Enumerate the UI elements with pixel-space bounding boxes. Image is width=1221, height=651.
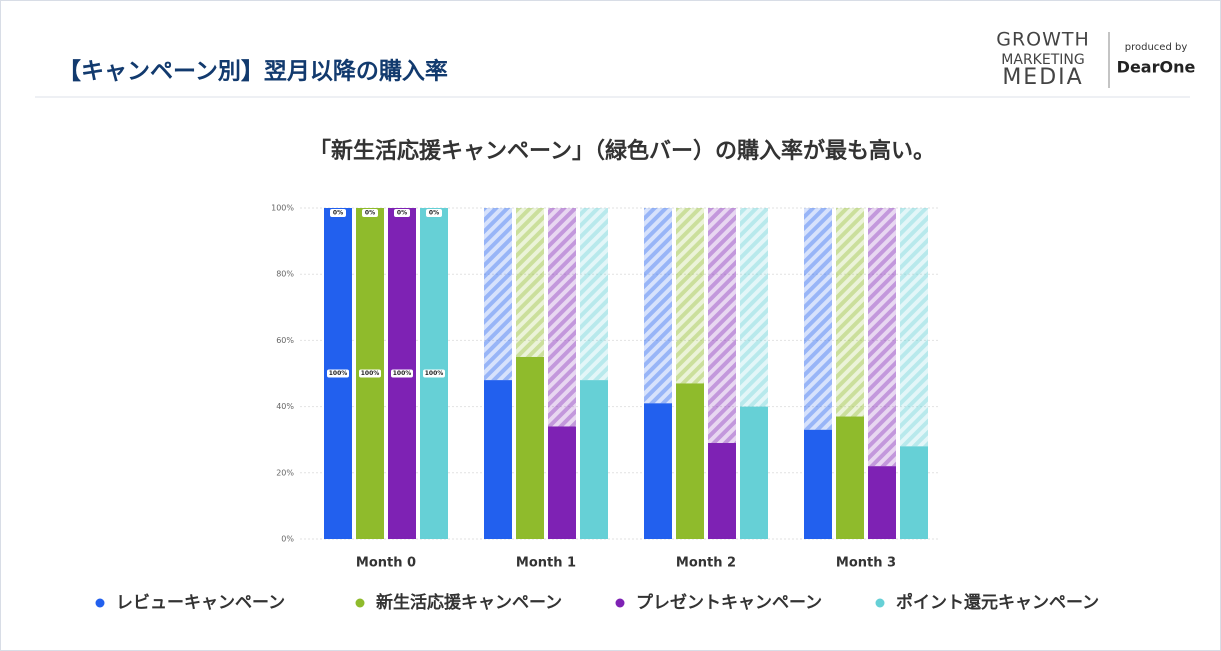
y-tick-label: 60% — [276, 336, 294, 345]
x-tick-label: Month 1 — [516, 556, 576, 571]
value-label: 0% — [333, 210, 343, 217]
bar-remainder — [516, 208, 544, 357]
bar — [580, 380, 608, 539]
x-tick-label: Month 0 — [356, 556, 416, 571]
bar — [836, 416, 864, 539]
value-label: 0% — [429, 210, 439, 217]
legend-swatch — [95, 598, 105, 608]
label-box — [362, 209, 378, 217]
logo-line: MEDIA — [1002, 65, 1083, 90]
value-label: 0% — [397, 210, 407, 217]
bar-remainder — [708, 208, 736, 444]
bar-remainder — [644, 208, 672, 404]
bar-remainder — [548, 208, 576, 427]
x-tick-label: Month 2 — [676, 556, 736, 571]
legend-label: 新生活応援キャンペーン — [376, 592, 562, 613]
legend-label: レビューキャンペーン — [116, 593, 285, 613]
chart-title: 「新生活応援キャンペーン」（緑色バー）の購入率が最も高い。 — [309, 138, 935, 164]
legend-swatch — [355, 598, 365, 608]
logo-line: GROWTH — [996, 29, 1090, 51]
bar-remainder — [804, 208, 832, 430]
bar — [740, 406, 768, 539]
value-label: 100% — [361, 370, 380, 377]
label-box — [394, 209, 410, 217]
bar-remainder — [580, 208, 608, 381]
value-label: 100% — [329, 370, 348, 377]
produced-by: produced by — [1125, 42, 1188, 53]
y-tick-label: 100% — [271, 204, 294, 213]
bar — [676, 383, 704, 539]
bar — [484, 380, 512, 539]
bar-remainder — [868, 208, 896, 467]
value-label: 100% — [393, 370, 412, 377]
label-box — [426, 209, 442, 217]
header-title: 【キャンペーン別】翌月以降の購入率 — [58, 58, 448, 85]
label-box — [359, 369, 381, 378]
bar — [804, 429, 832, 539]
bar-remainder — [836, 208, 864, 417]
legend-swatch — [875, 598, 885, 608]
logo-line: MARKETING — [1001, 52, 1084, 68]
bar-remainder — [484, 208, 512, 381]
bar — [516, 356, 544, 539]
bar — [548, 426, 576, 539]
label-box — [327, 369, 349, 378]
bar — [868, 466, 896, 539]
x-tick-label: Month 3 — [836, 556, 896, 571]
bar-remainder — [676, 208, 704, 384]
legend-label: ポイント還元キャンペーン — [896, 592, 1099, 613]
legend-swatch — [615, 598, 625, 608]
value-label: 0% — [365, 210, 375, 217]
value-label: 100% — [425, 370, 444, 377]
bar — [708, 443, 736, 539]
label-box — [330, 209, 346, 217]
label-box — [391, 369, 413, 378]
bar-remainder — [740, 208, 768, 407]
label-box — [423, 369, 445, 378]
y-tick-label: 20% — [276, 468, 294, 477]
bar-remainder — [900, 208, 928, 447]
y-tick-label: 40% — [276, 402, 294, 411]
bar — [900, 446, 928, 539]
y-tick-label: 0% — [281, 535, 294, 544]
legend-label: プレゼントキャンペーン — [636, 592, 822, 613]
bar — [644, 403, 672, 539]
company: DearOne — [1117, 58, 1196, 77]
y-tick-label: 80% — [276, 270, 294, 279]
